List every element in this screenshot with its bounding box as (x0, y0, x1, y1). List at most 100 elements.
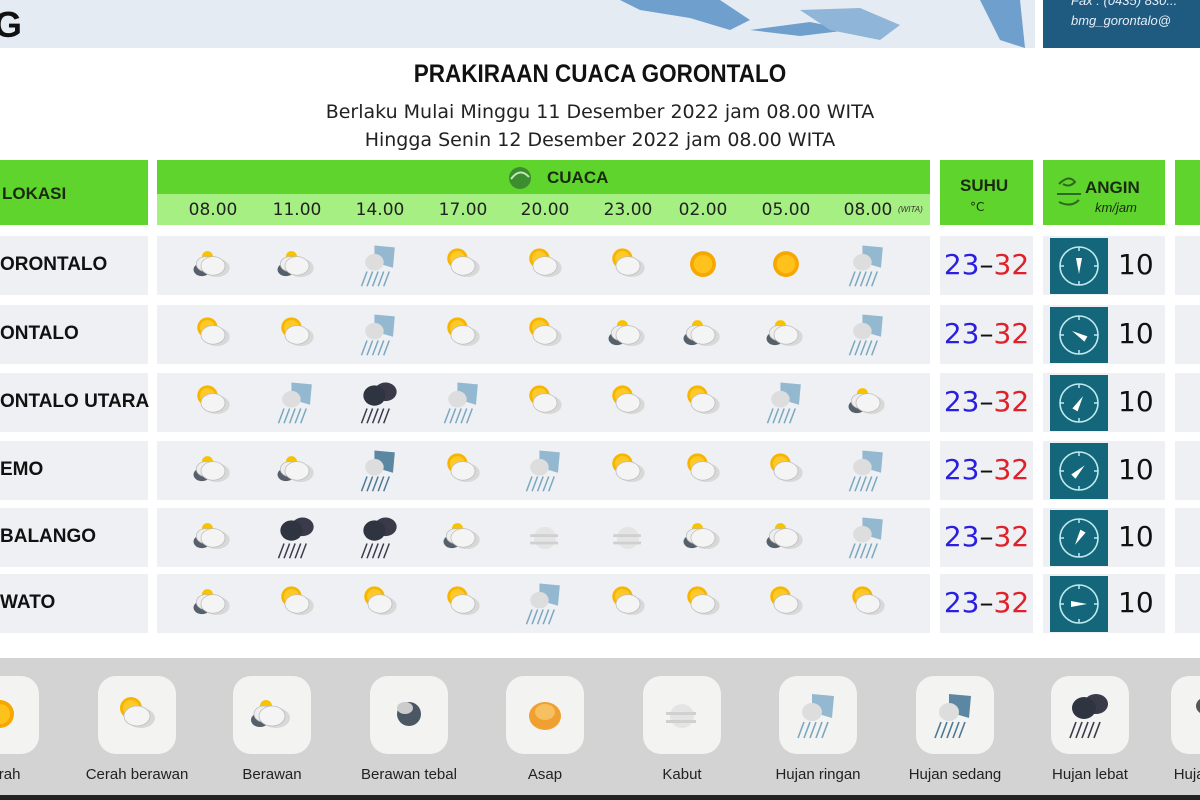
temperature-range: 23–32 (943, 453, 1030, 486)
weather-cerah-berawan-icon (687, 385, 720, 415)
cell-bg (940, 373, 1033, 432)
weather-hujan-sedang-icon (934, 694, 971, 739)
header-suhu: SUHU °C (940, 160, 1033, 225)
legend-label: Asap (527, 766, 563, 783)
weather-cerah-berawan-icon (687, 453, 720, 483)
temp-min: 23 (943, 317, 980, 350)
temp-max: 32 (993, 248, 1030, 281)
cell-bg (1175, 508, 1200, 567)
legend-item: Hujan petir (1150, 676, 1200, 783)
wind-speed: 10 (1118, 317, 1154, 350)
legend-item: Berawan tebal (349, 676, 469, 783)
weather-kabut-icon (613, 526, 641, 550)
header-suhu-label: SUHU (960, 176, 1009, 195)
time-label: 11.00 (272, 200, 322, 220)
map-image (620, 0, 1025, 48)
temperature-range: 23–32 (943, 586, 1030, 619)
wind-direction-compass-icon (1050, 307, 1108, 363)
cell-bg (0, 441, 148, 500)
weather-cerah-berawan-icon (612, 248, 645, 278)
wind-direction-compass-icon (1050, 375, 1108, 431)
temperature-range: 23–32 (943, 520, 1030, 553)
legend-label: Hujan ringan (775, 766, 861, 783)
location-name[interactable]: EMO (0, 459, 44, 480)
weather-cerah-berawan-icon (612, 453, 645, 483)
legend-label: Kabut (662, 766, 702, 783)
table-row: ONTALO UTARA 23–32 10 (0, 373, 1200, 432)
header-lokasi-label: LOKASI (2, 184, 67, 203)
temperature-range: 23–32 (943, 317, 1030, 350)
legend-label: Hujan petir (1173, 766, 1200, 783)
weather-hujan-ringan-icon (797, 694, 834, 739)
weather-berawan-icon (766, 320, 803, 347)
wind-direction-compass-icon (1050, 510, 1108, 566)
weather-cerah-icon (690, 251, 716, 278)
location-name[interactable]: ONTALO UTARA (0, 391, 150, 412)
time-label: 08.00 (188, 200, 238, 220)
table-row: ONTALO 23–32 10 (0, 305, 1200, 364)
cell-bg (1175, 236, 1200, 295)
legend-icon-box (643, 676, 721, 754)
weather-cerah-berawan-icon (447, 248, 480, 278)
temp-min: 23 (943, 385, 980, 418)
legend-item: Cerah berawan (77, 676, 197, 783)
wind-speed: 10 (1118, 248, 1154, 281)
wind-direction-compass-icon (1050, 238, 1108, 294)
temp-max: 32 (993, 520, 1030, 553)
weather-cerah-berawan-icon (120, 697, 155, 728)
legend-icon-box (0, 676, 39, 754)
location-name[interactable]: ONTALO (0, 323, 79, 344)
weather-cerah-berawan-icon (612, 385, 645, 415)
weather-asap-icon (529, 702, 561, 730)
cell-bg (0, 373, 148, 432)
legend-item: Hujan ringan (758, 676, 878, 783)
legend-label: Hujan lebat (1052, 766, 1128, 783)
temp-max: 32 (993, 453, 1030, 486)
temp-min: 23 (943, 248, 980, 281)
weather-hujan-ringan-icon (525, 583, 560, 625)
subtitle-end: Hingga Senin 12 Desember 2022 jam 08.00 … (364, 129, 836, 151)
header-cuaca: CUACA (157, 160, 930, 194)
legend-label: Cerah (0, 766, 21, 783)
temp-max: 32 (993, 586, 1030, 619)
table-row: WATO 23–32 10 (0, 574, 1200, 633)
table-row: EMO 23–32 10 (0, 441, 1200, 500)
weather-cerah-berawan-icon (770, 453, 803, 483)
cell-bg (940, 236, 1033, 295)
legend-label: Cerah berawan (85, 766, 189, 783)
header-angin-label: ANGIN (1085, 178, 1140, 197)
cell-bg (0, 236, 148, 295)
temperature-range: 23–32 (943, 385, 1030, 418)
cell-bg (1175, 373, 1200, 432)
weather-cerah-berawan-icon (529, 248, 562, 278)
weather-berawan-icon (193, 251, 230, 278)
temp-min: 23 (943, 453, 980, 486)
email-text: bmg_gorontalo@ (1071, 13, 1171, 28)
weather-berawan-icon (277, 456, 314, 483)
weather-berawan-icon (608, 320, 645, 347)
legend-icon-box (1051, 676, 1129, 754)
contact-box: Fax : (0435) 830... bmg_gorontalo@ (1043, 0, 1200, 48)
cell-bg (0, 574, 148, 633)
legend-item: Hujan sedang (895, 676, 1015, 783)
temp-max: 32 (993, 385, 1030, 418)
weather-hujan-lebat-icon (1069, 694, 1108, 739)
weather-berawan-icon (683, 320, 720, 347)
legend-icon-box (370, 676, 448, 754)
weather-berawan-icon (251, 700, 290, 728)
weather-hujan-ringan-icon (848, 314, 883, 356)
location-name[interactable]: ORONTALO (0, 254, 108, 275)
fax-text: Fax : (0435) 830... (1071, 0, 1178, 8)
temp-min: 23 (943, 520, 980, 553)
header-suhu-unit: °C (970, 200, 985, 214)
location-name[interactable]: WATO (0, 592, 56, 613)
cell-bg (1175, 574, 1200, 633)
weather-berawan-tebal-icon (397, 702, 421, 726)
header-angin-unit: km/jam (1095, 200, 1137, 215)
time-label: 23.00 (603, 200, 653, 220)
weather-cerah-berawan-icon (197, 385, 230, 415)
weather-berawan-icon (848, 388, 885, 415)
time-row: 08.00 11.00 14.00 17.00 20.00 23.00 02.00 05.00… (157, 194, 930, 225)
location-name[interactable]: BALANGO (0, 526, 97, 547)
weather-berawan-icon (193, 523, 230, 550)
